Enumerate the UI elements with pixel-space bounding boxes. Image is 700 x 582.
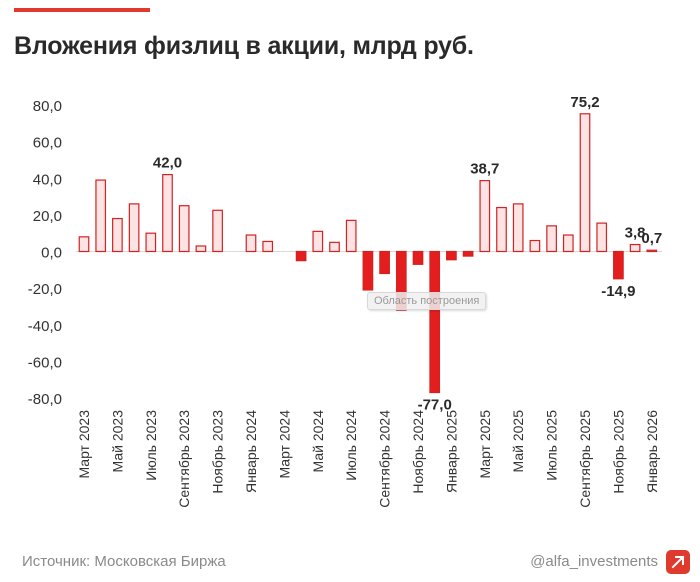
bar — [429, 250, 441, 394]
x-tick-label: Июль 2024 — [343, 410, 359, 481]
arrow-logo-icon — [666, 550, 690, 574]
data-label: -77,0 — [418, 397, 452, 414]
brand-handle: @alfa_investments — [530, 553, 658, 570]
bar — [362, 250, 374, 291]
x-tick-label: Январь 2026 — [644, 410, 660, 493]
y-tick-label: -60,0 — [28, 354, 62, 371]
y-tick-label: 40,0 — [33, 171, 62, 188]
x-tick-label: Май 2023 — [109, 410, 125, 473]
bar — [446, 250, 457, 261]
x-tick-label: Май 2024 — [310, 410, 326, 473]
bar — [262, 240, 274, 253]
data-label: 3,8 — [625, 225, 646, 242]
data-label: 38,7 — [470, 161, 499, 178]
x-tick-label: Январь 2024 — [243, 410, 259, 493]
y-tick-label: 0,0 — [41, 245, 62, 262]
source-note: Источник: Московская Биржа — [22, 553, 226, 570]
x-tick-label: Сентябрь 2024 — [377, 410, 393, 508]
data-label: -14,9 — [601, 283, 635, 300]
bar — [562, 234, 574, 253]
bar — [312, 230, 324, 253]
y-tick-label: 80,0 — [33, 98, 62, 115]
bar — [245, 234, 257, 253]
x-tick-label: Март 2025 — [477, 410, 493, 479]
bar — [178, 205, 190, 253]
y-tick-label: -20,0 — [28, 281, 62, 298]
bar — [162, 173, 173, 253]
y-tick-label: 60,0 — [33, 135, 62, 152]
bar — [195, 245, 207, 253]
plot-area-tooltip: Область построения — [367, 292, 487, 310]
bar — [145, 232, 157, 253]
bar — [379, 250, 390, 275]
bar — [412, 250, 424, 265]
accent-rule — [14, 8, 150, 12]
bar — [345, 219, 357, 253]
y-tick-label: 20,0 — [33, 208, 62, 225]
bar — [78, 236, 90, 253]
x-tick-label: Март 2023 — [76, 410, 92, 479]
bar — [295, 250, 307, 262]
x-tick-label: Июль 2025 — [544, 410, 560, 481]
bar — [613, 250, 624, 280]
chart-title: Вложения физлиц в акции, млрд руб. — [14, 32, 474, 60]
x-tick-label: Июль 2023 — [143, 410, 159, 481]
bar — [629, 243, 641, 253]
bar — [329, 241, 340, 253]
bar — [395, 250, 407, 311]
data-label: 75,2 — [570, 94, 599, 111]
x-tick-label: Сентябрь 2025 — [577, 410, 593, 508]
bar — [646, 249, 658, 253]
bar — [128, 203, 140, 253]
x-tick-label: Январь 2025 — [443, 410, 459, 493]
x-tick-label: Сентябрь 2023 — [176, 410, 192, 508]
bar — [479, 180, 491, 253]
bar — [579, 113, 591, 253]
bar — [596, 222, 608, 253]
y-tick-label: -80,0 — [28, 391, 62, 408]
bar — [496, 206, 507, 253]
y-tick-label: -40,0 — [28, 318, 62, 335]
x-tick-label: Ноябрь 2025 — [610, 410, 626, 494]
data-label: 0,7 — [641, 230, 662, 247]
data-label: 42,0 — [153, 155, 182, 172]
x-tick-label: Ноябрь 2023 — [210, 410, 226, 494]
x-tick-label: Май 2025 — [510, 410, 526, 473]
bar — [112, 217, 123, 253]
x-tick-label: Март 2024 — [276, 410, 292, 479]
bar — [212, 209, 223, 253]
bar — [512, 203, 524, 253]
bar — [462, 250, 474, 257]
bar — [546, 225, 557, 253]
bar — [529, 239, 541, 253]
bar — [95, 179, 107, 253]
x-tick-label: Ноябрь 2024 — [410, 410, 426, 494]
